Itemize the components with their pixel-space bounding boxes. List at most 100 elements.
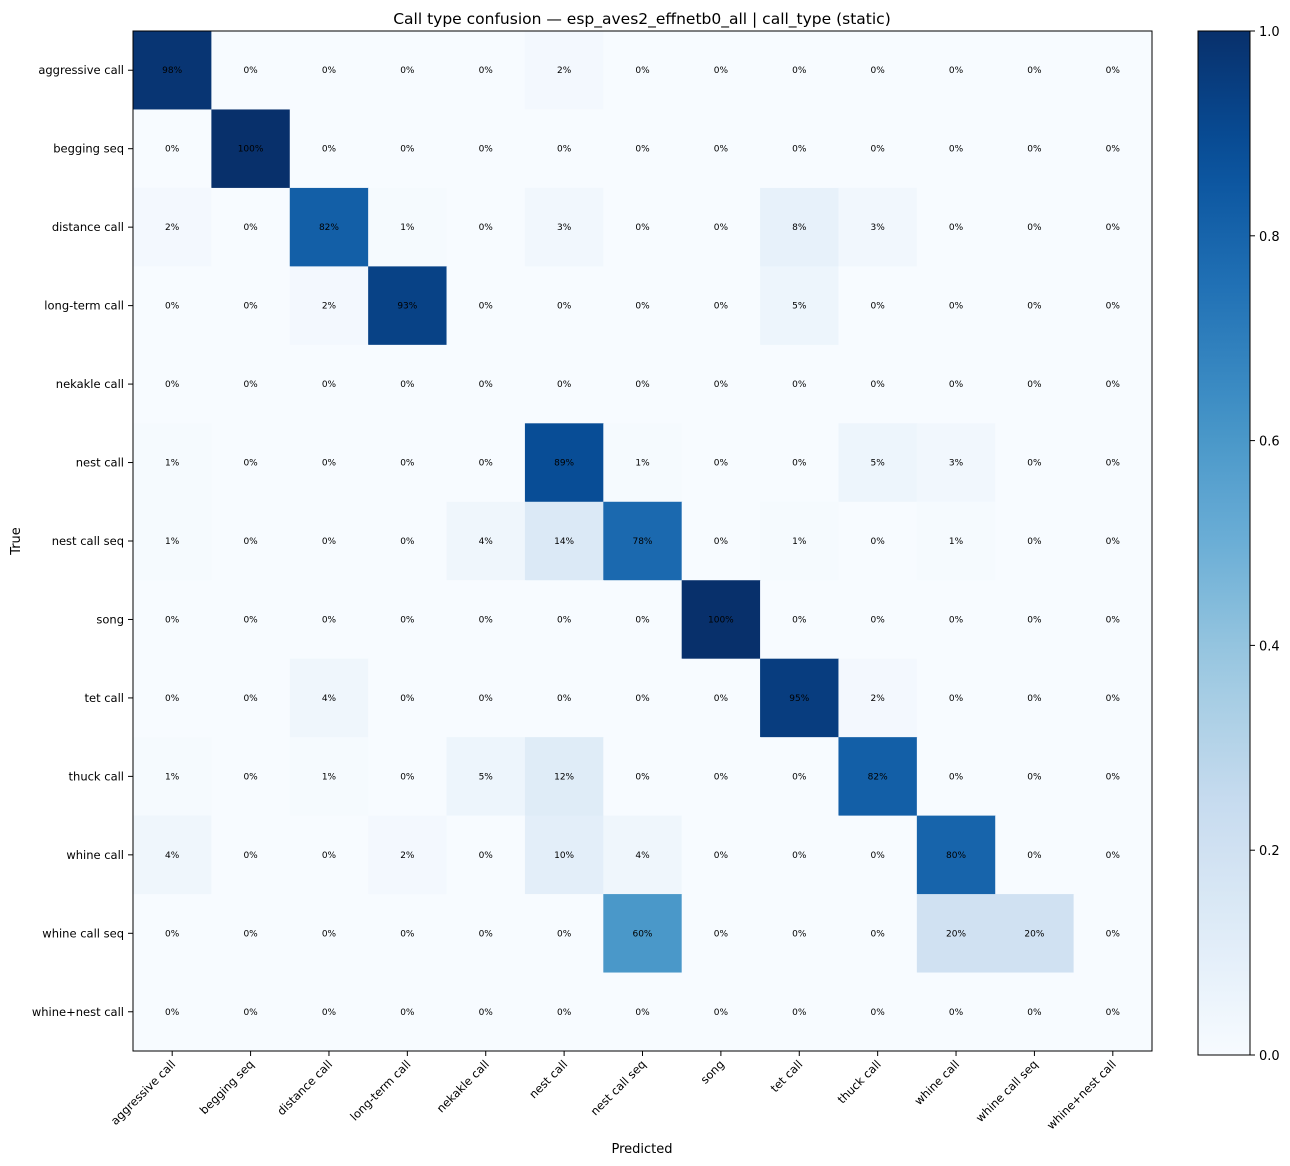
cell-value-label: 0% — [479, 851, 494, 861]
cell-value-label: 0% — [1106, 694, 1121, 704]
heatmap-cell — [760, 187, 840, 267]
heatmap-cell — [133, 815, 212, 895]
y-tick-label: whine+nest call — [32, 1005, 124, 1019]
heatmap-cell — [681, 972, 761, 1052]
heatmap-cell — [524, 737, 604, 817]
heatmap-cell — [524, 972, 604, 1052]
cell-value-label: 0% — [792, 615, 807, 625]
cell-value-label: 0% — [949, 223, 964, 233]
cell-value-label: 0% — [557, 380, 572, 390]
heatmap-cell — [446, 109, 526, 189]
cell-value-label: 0% — [165, 615, 180, 625]
heatmap-cell — [760, 31, 840, 111]
cell-value-label: 0% — [1106, 66, 1121, 76]
cell-value-label: 1% — [322, 772, 337, 782]
cell-value-label: 93% — [397, 302, 417, 312]
heatmap-cell — [368, 423, 448, 503]
cell-value-label: 89% — [554, 459, 574, 469]
cell-value-label: 0% — [714, 772, 729, 782]
cell-value-label: 0% — [635, 380, 650, 390]
cell-value-label: 0% — [400, 615, 415, 625]
cell-value-label: 0% — [714, 302, 729, 312]
heatmap-cells — [133, 31, 1153, 1052]
heatmap-cell — [1073, 423, 1153, 503]
x-tick-label: whine call — [911, 1057, 962, 1108]
cell-value-label: 0% — [557, 302, 572, 312]
heatmap-cell — [368, 501, 448, 581]
heatmap-cell — [838, 737, 918, 817]
cell-value-label: 0% — [557, 694, 572, 704]
heatmap-cell — [289, 109, 369, 189]
heatmap-cell — [916, 266, 996, 346]
cell-value-label: 0% — [1106, 537, 1121, 547]
cell-value-label: 1% — [949, 537, 964, 547]
heatmap-cell — [838, 815, 918, 895]
heatmap-cell — [681, 187, 761, 267]
heatmap-cell — [368, 972, 448, 1052]
cell-value-label: 0% — [792, 66, 807, 76]
y-tick-label: begging seq — [53, 142, 124, 156]
heatmap-cell — [368, 737, 448, 817]
cell-value-label: 0% — [1106, 459, 1121, 469]
cell-value-label: 0% — [949, 380, 964, 390]
heatmap-cell — [368, 894, 448, 974]
heatmap-cell — [681, 31, 761, 111]
cell-value-label: 0% — [400, 459, 415, 469]
cell-value-label: 3% — [557, 223, 572, 233]
heatmap-cell — [916, 658, 996, 738]
cell-value-label: 0% — [243, 851, 258, 861]
heatmap-cell — [760, 894, 840, 974]
heatmap-cell — [916, 815, 996, 895]
heatmap-cell — [211, 423, 291, 503]
cell-value-label: 5% — [871, 459, 886, 469]
x-tick-label: tet call — [768, 1057, 806, 1095]
chart-title: Call type confusion — esp_aves2_effnetb0… — [393, 10, 891, 29]
cell-value-label: 0% — [243, 302, 258, 312]
heatmap-cell — [368, 344, 448, 424]
cell-value-label: 0% — [1027, 145, 1042, 155]
cell-value-label: 0% — [714, 223, 729, 233]
cell-value-label: 82% — [319, 223, 339, 233]
heatmap-cell — [760, 972, 840, 1052]
y-tick-label: whine call seq — [42, 926, 124, 940]
heatmap-cell — [1073, 501, 1153, 581]
cell-value-label: 0% — [714, 66, 729, 76]
cell-value-label: 0% — [1106, 1008, 1121, 1018]
cell-value-label: 3% — [949, 459, 964, 469]
heatmap-cell — [446, 815, 526, 895]
cell-value-label: 0% — [792, 459, 807, 469]
heatmap-cell — [211, 501, 291, 581]
heatmap-cell — [603, 580, 683, 660]
x-tick-label: song — [698, 1057, 727, 1086]
heatmap-cell — [133, 109, 212, 189]
cell-value-label: 0% — [557, 615, 572, 625]
cell-value-label: 0% — [400, 537, 415, 547]
cell-value-label: 0% — [165, 929, 180, 939]
cell-value-label: 0% — [165, 302, 180, 312]
cell-value-label: 98% — [162, 66, 182, 76]
heatmap-cell — [1073, 894, 1153, 974]
cell-value-label: 1% — [400, 223, 415, 233]
x-tick-label: aggressive call — [108, 1057, 178, 1127]
cell-value-label: 78% — [632, 537, 652, 547]
heatmap-cell — [916, 109, 996, 189]
heatmap-cell — [995, 894, 1075, 974]
heatmap-cell — [681, 658, 761, 738]
cell-value-label: 0% — [635, 302, 650, 312]
heatmap-cell — [524, 423, 604, 503]
heatmap-cell — [760, 266, 840, 346]
heatmap-cell — [681, 109, 761, 189]
heatmap-cell — [916, 344, 996, 424]
cell-value-label: 0% — [165, 1008, 180, 1018]
x-tick-label: long-term call — [347, 1057, 413, 1123]
heatmap-cell — [1073, 109, 1153, 189]
heatmap-cell — [289, 580, 369, 660]
heatmap-cell — [760, 344, 840, 424]
heatmap-cell — [995, 187, 1075, 267]
cell-value-label: 0% — [1106, 772, 1121, 782]
heatmap-cell — [995, 344, 1075, 424]
cell-value-label: 4% — [479, 537, 494, 547]
cell-value-label: 0% — [635, 1008, 650, 1018]
heatmap-cell — [916, 423, 996, 503]
cell-value-label: 0% — [792, 380, 807, 390]
